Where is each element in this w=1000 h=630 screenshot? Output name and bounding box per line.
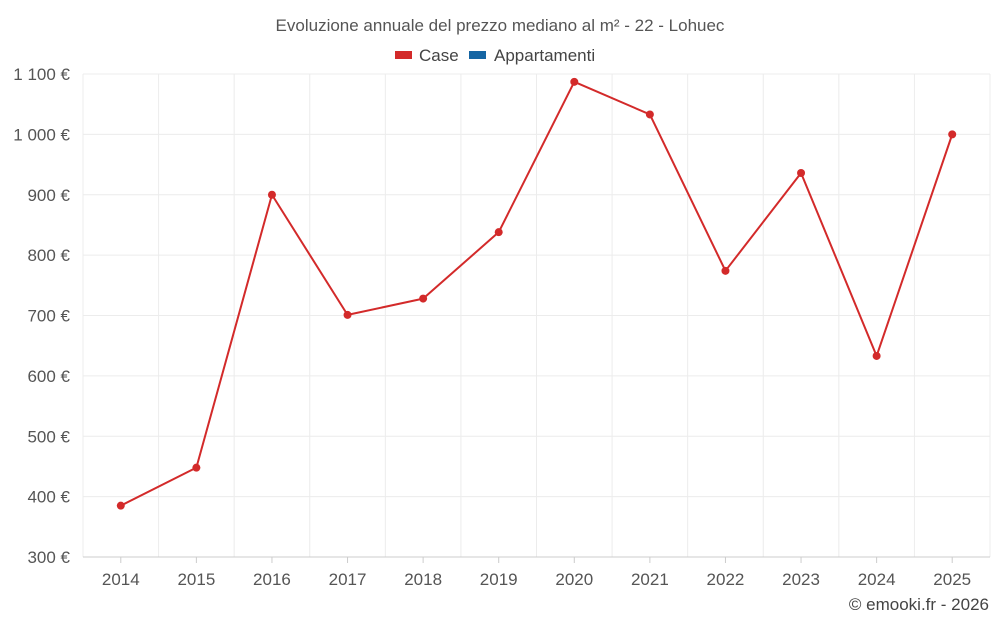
credit-text: © emooki.fr - 2026 (849, 595, 989, 614)
legend-label-appartamenti: Appartamenti (494, 46, 595, 65)
data-point-case[interactable] (797, 169, 806, 178)
data-point-case[interactable] (948, 130, 957, 139)
x-tick-label: 2023 (782, 570, 820, 589)
x-axis: 2014 2015 2016 2017 2018 2019 2020 2021 2022 2023… (83, 556, 990, 589)
y-axis: 300 € 400 € 500 € 600 € 700 € 800 € 900 € 1 000… (13, 65, 70, 567)
y-tick-label: 900 € (27, 186, 70, 205)
x-tick-label: 2019 (480, 570, 518, 589)
y-tick-label: 1 100 € (13, 65, 70, 84)
data-point-case[interactable] (343, 310, 352, 319)
legend-item-appartamenti[interactable]: Appartamenti (469, 46, 595, 65)
y-tick-label: 500 € (27, 427, 70, 446)
y-tick-label: 600 € (27, 367, 70, 386)
data-point-case[interactable] (192, 463, 201, 472)
series-layer (116, 77, 957, 510)
x-tick-label: 2022 (707, 570, 745, 589)
y-tick-label: 300 € (27, 548, 70, 567)
x-tick-label: 2015 (177, 570, 215, 589)
x-tick-label: 2021 (631, 570, 669, 589)
data-point-case[interactable] (645, 110, 654, 119)
data-point-case[interactable] (116, 501, 125, 510)
x-tick-label: 2024 (858, 570, 896, 589)
legend-swatch-appartamenti (469, 51, 486, 59)
data-point-case[interactable] (494, 228, 503, 237)
data-point-case[interactable] (570, 77, 579, 86)
series-line-case (120, 80, 954, 507)
legend: Case Appartamenti (395, 46, 595, 65)
data-point-case[interactable] (872, 351, 881, 360)
data-point-case[interactable] (721, 266, 730, 275)
y-tick-label: 800 € (27, 246, 70, 265)
x-tick-label: 2020 (555, 570, 593, 589)
y-tick-label: 1 000 € (13, 125, 70, 144)
legend-swatch-case (395, 51, 412, 59)
data-point-case[interactable] (419, 294, 428, 303)
data-point-case[interactable] (267, 190, 276, 199)
grid (82, 73, 991, 557)
y-tick-label: 700 € (27, 307, 70, 326)
chart-title: Evoluzione annuale del prezzo mediano al… (276, 16, 725, 35)
x-tick-label: 2025 (933, 570, 971, 589)
x-tick-label: 2017 (329, 570, 367, 589)
x-tick-label: 2016 (253, 570, 291, 589)
x-tick-label: 2018 (404, 570, 442, 589)
legend-item-case[interactable]: Case (395, 46, 459, 65)
legend-label-case: Case (419, 46, 459, 65)
x-tick-label: 2014 (102, 570, 140, 589)
y-tick-label: 400 € (27, 488, 70, 507)
